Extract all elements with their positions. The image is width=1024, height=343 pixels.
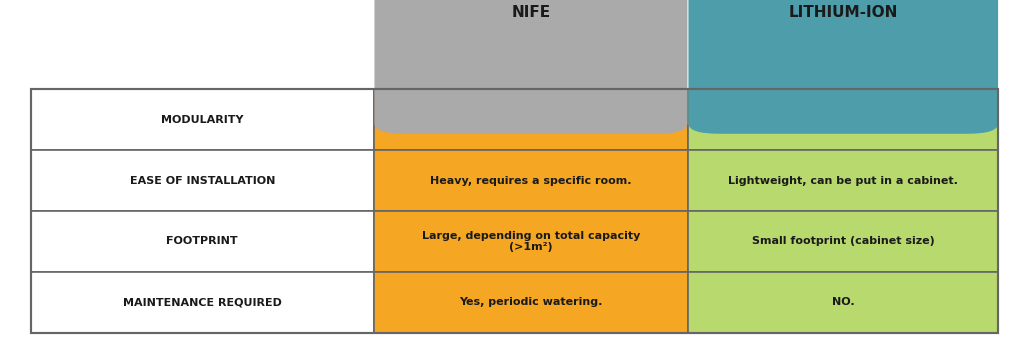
Bar xyxy=(374,150,688,211)
Text: Heavy, requires a specific room.: Heavy, requires a specific room. xyxy=(430,176,632,186)
Bar xyxy=(688,211,998,272)
Bar xyxy=(688,272,998,333)
Text: LITHIUM-ION: LITHIUM-ION xyxy=(788,5,898,20)
Bar xyxy=(31,89,374,150)
Text: Large, depending on total capacity
(>1m²): Large, depending on total capacity (>1m²… xyxy=(422,230,640,252)
Text: FOOTPRINT: FOOTPRINT xyxy=(167,236,238,246)
Bar xyxy=(688,150,998,211)
Bar xyxy=(374,211,688,272)
Text: NO.: NO. xyxy=(831,297,855,307)
Bar xyxy=(31,272,374,333)
Text: MODULARITY: MODULARITY xyxy=(161,115,244,125)
FancyBboxPatch shape xyxy=(688,0,998,134)
Bar xyxy=(31,89,998,333)
Bar xyxy=(31,211,374,272)
Bar xyxy=(406,52,656,123)
Text: Readily accept other modules in the
future: Readily accept other modules in the futu… xyxy=(730,109,956,130)
Bar xyxy=(31,150,374,211)
Text: NIFE: NIFE xyxy=(511,5,551,20)
Text: MAINTENANCE REQUIRED: MAINTENANCE REQUIRED xyxy=(123,297,282,307)
Text: Yes, periodic watering.: Yes, periodic watering. xyxy=(459,297,603,307)
Bar xyxy=(374,272,688,333)
Text: EASE OF INSTALLATION: EASE OF INSTALLATION xyxy=(130,176,274,186)
Text: Increasing capacity can be limited
and/or complicated: Increasing capacity can be limited and/o… xyxy=(424,109,638,130)
Text: Small footprint (cabinet size): Small footprint (cabinet size) xyxy=(752,236,935,246)
Text: Lightweight, can be put in a cabinet.: Lightweight, can be put in a cabinet. xyxy=(728,176,958,186)
FancyBboxPatch shape xyxy=(375,0,687,134)
Bar xyxy=(688,89,998,150)
Bar xyxy=(719,52,968,123)
Bar xyxy=(374,89,688,150)
